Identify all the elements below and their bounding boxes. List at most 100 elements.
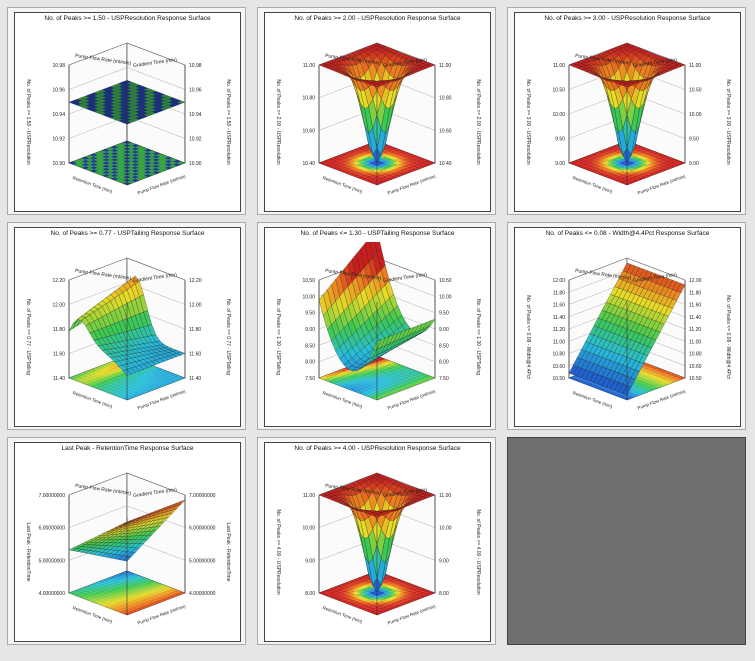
floor-contour-cell <box>89 368 98 372</box>
z-tick-label-left: 11.20 <box>553 327 565 333</box>
floor-contour-cell <box>381 390 390 394</box>
floor-contour-cell <box>98 166 107 170</box>
floor-contour-cell <box>143 604 152 608</box>
floor-contour-cell <box>410 161 419 165</box>
z-axis-title-right: No. of Peaks >= 1.50 - USPResolution <box>225 79 231 165</box>
floor-contour-cell <box>81 374 90 378</box>
z-tick-label-left: 10.96 <box>52 88 65 94</box>
floor-contour-cell <box>98 150 107 154</box>
floor-contour-cell <box>160 373 169 377</box>
floor-contour-cell <box>410 373 419 377</box>
floor-contour-cell <box>660 379 669 383</box>
floor-contour-cell <box>323 378 332 382</box>
floor-contour-cell <box>377 395 386 399</box>
z-tick-label-left: 10.90 <box>52 161 65 167</box>
floor-contour-cell <box>335 164 344 168</box>
floor-contour-cell <box>381 599 390 603</box>
floor-contour-cell <box>110 370 119 374</box>
floor-contour-cell <box>114 169 123 173</box>
floor-contour-cell <box>364 583 373 587</box>
floor-contour-cell <box>127 385 136 389</box>
floor-contour-cell <box>635 174 644 178</box>
floor-contour-cell <box>352 379 361 383</box>
floor-contour-cell <box>377 389 386 393</box>
floor-contour-cell <box>377 385 386 389</box>
floor-contour-cell <box>598 384 607 388</box>
floor-contour-cell <box>139 580 148 584</box>
floor-contour-cell <box>651 170 661 174</box>
floor-contour-cell <box>102 379 111 383</box>
z-tick-label-left: 10.00 <box>302 526 315 532</box>
floor-contour-cell <box>127 379 136 383</box>
floor-contour-cell <box>348 172 357 176</box>
floor-contour-cell <box>381 156 390 160</box>
floor-contour-cell <box>106 583 115 587</box>
floor-contour-cell <box>635 382 644 386</box>
z-tick-label-left: 9.00 <box>305 558 315 564</box>
chart-panel-6: No. of Peaks <= 0.08 - Width@4.4Pct Resp… <box>507 222 746 430</box>
floor-contour-cell <box>147 599 156 603</box>
floor-contour-cell <box>397 384 406 388</box>
floor-contour-cell <box>147 387 156 391</box>
floor-contour-cell <box>647 368 656 372</box>
floor-contour-cell <box>118 392 127 396</box>
chart-panel-2: No. of Peaks >= 2.00 - USPResolution Res… <box>257 7 496 215</box>
floor-contour-cell <box>651 382 661 386</box>
floor-contour-cell <box>127 594 136 598</box>
z-tick-label-right: 10.80 <box>439 96 452 102</box>
floor-contour-cell <box>323 159 332 163</box>
chart-panel-8: No. of Peaks >= 4.00 - USPResolution Res… <box>257 437 496 645</box>
floor-contour-cell <box>127 174 136 178</box>
surface-cell <box>372 83 382 88</box>
floor-contour-cell <box>110 177 119 181</box>
z-tick-label-right: 9.50 <box>689 137 699 143</box>
floor-contour-cell <box>147 159 156 163</box>
floor-contour-cell <box>110 392 119 396</box>
floor-contour-cell <box>610 392 619 396</box>
floor-contour-cell <box>156 384 165 388</box>
floor-contour-cell <box>343 597 353 601</box>
floor-contour-cell <box>135 379 144 383</box>
floor-contour-cell <box>323 163 332 167</box>
floor-contour-cell <box>393 170 402 174</box>
floor-contour-cell <box>143 582 152 586</box>
floor-contour-cell <box>164 374 173 378</box>
floor-contour-cell <box>106 175 115 179</box>
floor-contour-cell <box>139 605 148 609</box>
floor-contour-cell <box>368 164 377 168</box>
floor-contour-cell <box>106 166 115 170</box>
floor-contour-cell <box>393 164 402 168</box>
floor-contour-cell <box>356 381 365 385</box>
z-tick-label-right: 11.80 <box>689 290 701 296</box>
floor-contour-cell <box>343 158 353 162</box>
floor-contour-cell <box>114 384 123 388</box>
floor-contour-cell <box>93 594 103 598</box>
floor-contour-cell <box>81 371 90 375</box>
chart-title: No. of Peaks >= 1.50 - USPResolution Res… <box>44 15 211 22</box>
z-tick-label-left: 10.60 <box>552 364 565 370</box>
z-tick-label-right: 10.00 <box>439 294 452 300</box>
floor-contour-cell <box>168 591 177 595</box>
floor-contour-cell <box>127 376 136 380</box>
floor-contour-cell <box>393 373 402 377</box>
floor-contour-cell <box>85 373 94 377</box>
floor-contour-cell <box>106 602 115 606</box>
floor-contour-cell <box>647 169 656 173</box>
floor-contour-cell <box>389 374 398 378</box>
z-gridline <box>68 257 186 281</box>
z-axis-title-right: No. of Peaks >= 4.00 - USPResolution <box>475 509 481 595</box>
floor-contour-cell <box>131 583 140 587</box>
floor-contour-cell <box>635 392 644 396</box>
floor-contour-cell <box>135 155 144 159</box>
floor-contour-cell <box>639 390 648 394</box>
floor-contour-cell <box>606 147 615 151</box>
floor-contour-cell <box>339 159 348 163</box>
floor-contour-cell <box>143 174 152 178</box>
floor-contour-cell <box>118 373 127 377</box>
floor-contour-cell <box>139 172 148 176</box>
floor-contour-cell <box>343 591 353 595</box>
floor-contour-cell <box>118 155 127 159</box>
z-tick-label-left: 11.00 <box>303 63 315 69</box>
floor-contour-cell <box>110 158 119 162</box>
floor-contour-cell <box>118 161 127 165</box>
